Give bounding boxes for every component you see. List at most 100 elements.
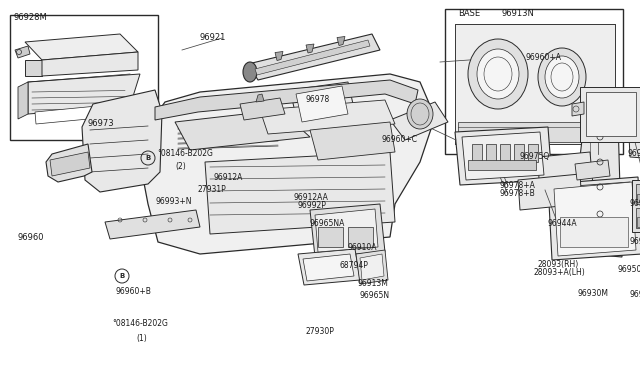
Text: 96912: 96912 [630, 237, 640, 247]
Polygon shape [42, 52, 138, 76]
Bar [636, 208, 640, 228]
Bar [528, 144, 538, 162]
Text: 96978: 96978 [305, 96, 329, 105]
Polygon shape [518, 174, 582, 210]
Text: 28093+A(LH): 28093+A(LH) [533, 267, 585, 276]
Text: 96913M: 96913M [358, 279, 389, 289]
Polygon shape [105, 210, 200, 239]
Polygon shape [248, 34, 380, 80]
Polygon shape [275, 51, 283, 61]
Polygon shape [255, 40, 370, 75]
Polygon shape [260, 100, 395, 134]
Text: B: B [145, 155, 150, 161]
Text: 96978+B: 96978+B [499, 189, 535, 199]
Bar [472, 144, 482, 162]
Bar [468, 160, 536, 170]
Text: 96912AA: 96912AA [293, 192, 328, 202]
Polygon shape [548, 177, 640, 260]
Text: B: B [120, 273, 125, 279]
Bar [632, 180, 640, 232]
Polygon shape [155, 80, 418, 120]
Text: 27931P: 27931P [198, 185, 227, 193]
Text: 96975Q: 96975Q [520, 151, 550, 160]
Polygon shape [205, 152, 395, 234]
Text: 28093(RH): 28093(RH) [537, 260, 579, 269]
Polygon shape [310, 122, 395, 160]
Bar [486, 144, 496, 162]
Bar [445, 9, 623, 154]
Text: 96965NA: 96965NA [310, 219, 346, 228]
Polygon shape [25, 60, 42, 76]
Text: 96993+N: 96993+N [156, 198, 193, 206]
Bar [580, 87, 640, 142]
Polygon shape [28, 74, 140, 114]
Polygon shape [628, 114, 640, 160]
Bar [514, 144, 524, 162]
Polygon shape [575, 160, 610, 180]
Polygon shape [15, 46, 30, 58]
Polygon shape [140, 74, 435, 254]
Bar [455, 24, 615, 144]
Polygon shape [554, 182, 636, 256]
Polygon shape [315, 209, 378, 252]
Text: °08146-B202G: °08146-B202G [157, 150, 213, 158]
Polygon shape [580, 114, 622, 257]
Bar [10, 15, 158, 140]
Polygon shape [390, 102, 448, 140]
Bar [500, 144, 510, 162]
Bar [586, 92, 636, 136]
Text: 96921: 96921 [200, 33, 227, 42]
Text: 27930P: 27930P [305, 327, 334, 337]
Text: 96991Q: 96991Q [630, 289, 640, 298]
Ellipse shape [468, 39, 528, 109]
Polygon shape [360, 254, 384, 280]
Polygon shape [82, 90, 162, 192]
Text: 96973: 96973 [88, 119, 115, 128]
Polygon shape [462, 132, 544, 180]
Text: 96992P: 96992P [298, 202, 327, 211]
Text: 96910A: 96910A [348, 243, 378, 251]
Text: BASE: BASE [458, 10, 480, 19]
Text: 96913N: 96913N [502, 10, 535, 19]
Text: 96960+A: 96960+A [525, 52, 561, 61]
Text: 96960: 96960 [18, 232, 45, 241]
Text: 96940: 96940 [628, 150, 640, 158]
Text: 96928M: 96928M [14, 13, 48, 22]
Polygon shape [306, 44, 314, 53]
Ellipse shape [243, 62, 257, 82]
Polygon shape [18, 82, 28, 119]
Polygon shape [240, 98, 285, 120]
Text: 96960+C: 96960+C [382, 135, 418, 144]
Ellipse shape [538, 48, 586, 106]
Text: 96930M: 96930M [578, 289, 609, 298]
Polygon shape [256, 94, 264, 102]
Polygon shape [290, 82, 356, 125]
Text: 96950P: 96950P [618, 266, 640, 275]
Text: (2): (2) [175, 163, 186, 171]
Text: 96912N: 96912N [630, 199, 640, 208]
Bar [636, 184, 640, 204]
Polygon shape [25, 34, 138, 60]
Bar [348, 227, 373, 247]
Text: 96944A: 96944A [548, 219, 578, 228]
Bar [458, 122, 612, 142]
Polygon shape [455, 127, 552, 185]
Text: 96978+A: 96978+A [499, 182, 535, 190]
Text: 96912A: 96912A [213, 173, 243, 182]
Ellipse shape [477, 49, 519, 99]
Polygon shape [572, 102, 584, 116]
Ellipse shape [407, 99, 433, 129]
Polygon shape [298, 249, 360, 285]
Polygon shape [50, 152, 90, 176]
Polygon shape [455, 24, 615, 144]
Polygon shape [337, 36, 345, 45]
Ellipse shape [545, 56, 579, 98]
Bar [560, 217, 628, 247]
Polygon shape [296, 86, 348, 122]
Text: °08146-B202G: °08146-B202G [112, 320, 168, 328]
Bar [637, 217, 640, 227]
Bar [318, 227, 343, 247]
Text: 68794P: 68794P [340, 262, 369, 270]
Polygon shape [310, 204, 385, 257]
Polygon shape [175, 110, 310, 150]
